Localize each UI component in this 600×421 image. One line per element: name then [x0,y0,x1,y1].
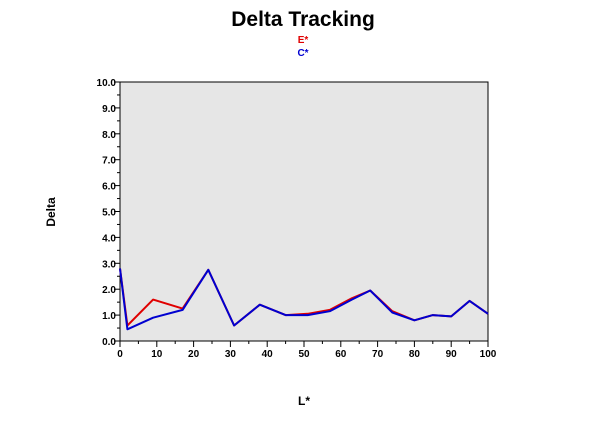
y-tick-label: 7.0 [102,156,116,167]
x-axis-label: L* [298,394,310,408]
y-tick-label: 1.0 [102,311,116,322]
x-tick-label: 50 [298,349,310,360]
x-tick-label: 100 [480,349,497,360]
series-layer [119,268,489,331]
y-tick-label: 10.0 [97,78,117,89]
x-tick-label: 40 [262,349,274,360]
x-tick-label: 90 [446,349,458,360]
x-tick-label: 30 [225,349,237,360]
legend-entry: E* [298,35,309,46]
x-tick-label: 10 [151,349,163,360]
y-axis-label: Delta [44,197,58,227]
x-tick-label: 0 [117,349,123,360]
y-tick-label: 8.0 [102,130,116,141]
chart-title: Delta Tracking [231,8,375,31]
y-tick-label: 6.0 [102,182,116,193]
plot-area [119,81,489,342]
x-tick-label: 70 [372,349,384,360]
y-axis: 0.0 1.0 2.0 3.0 4.0 5.0 6.0 7.0 8.0 9.0 10.0 [97,78,120,348]
y-tick-label: 9.0 [102,104,116,115]
x-tick-label: 60 [335,349,347,360]
y-tick-label: 0.0 [102,337,116,348]
legend: E* C* [297,35,308,59]
y-tick-label: 4.0 [102,233,116,244]
y-tick-label: 2.0 [102,285,116,296]
series-line-c-star [119,268,489,331]
x-tick-label: 20 [188,349,200,360]
legend-entry: C* [297,48,308,59]
x-tick-label: 80 [409,349,421,360]
y-tick-label: 5.0 [102,208,116,219]
x-axis: 0 10 20 30 40 50 60 70 80 90 100 [117,341,497,360]
y-tick-label: 3.0 [102,259,116,270]
